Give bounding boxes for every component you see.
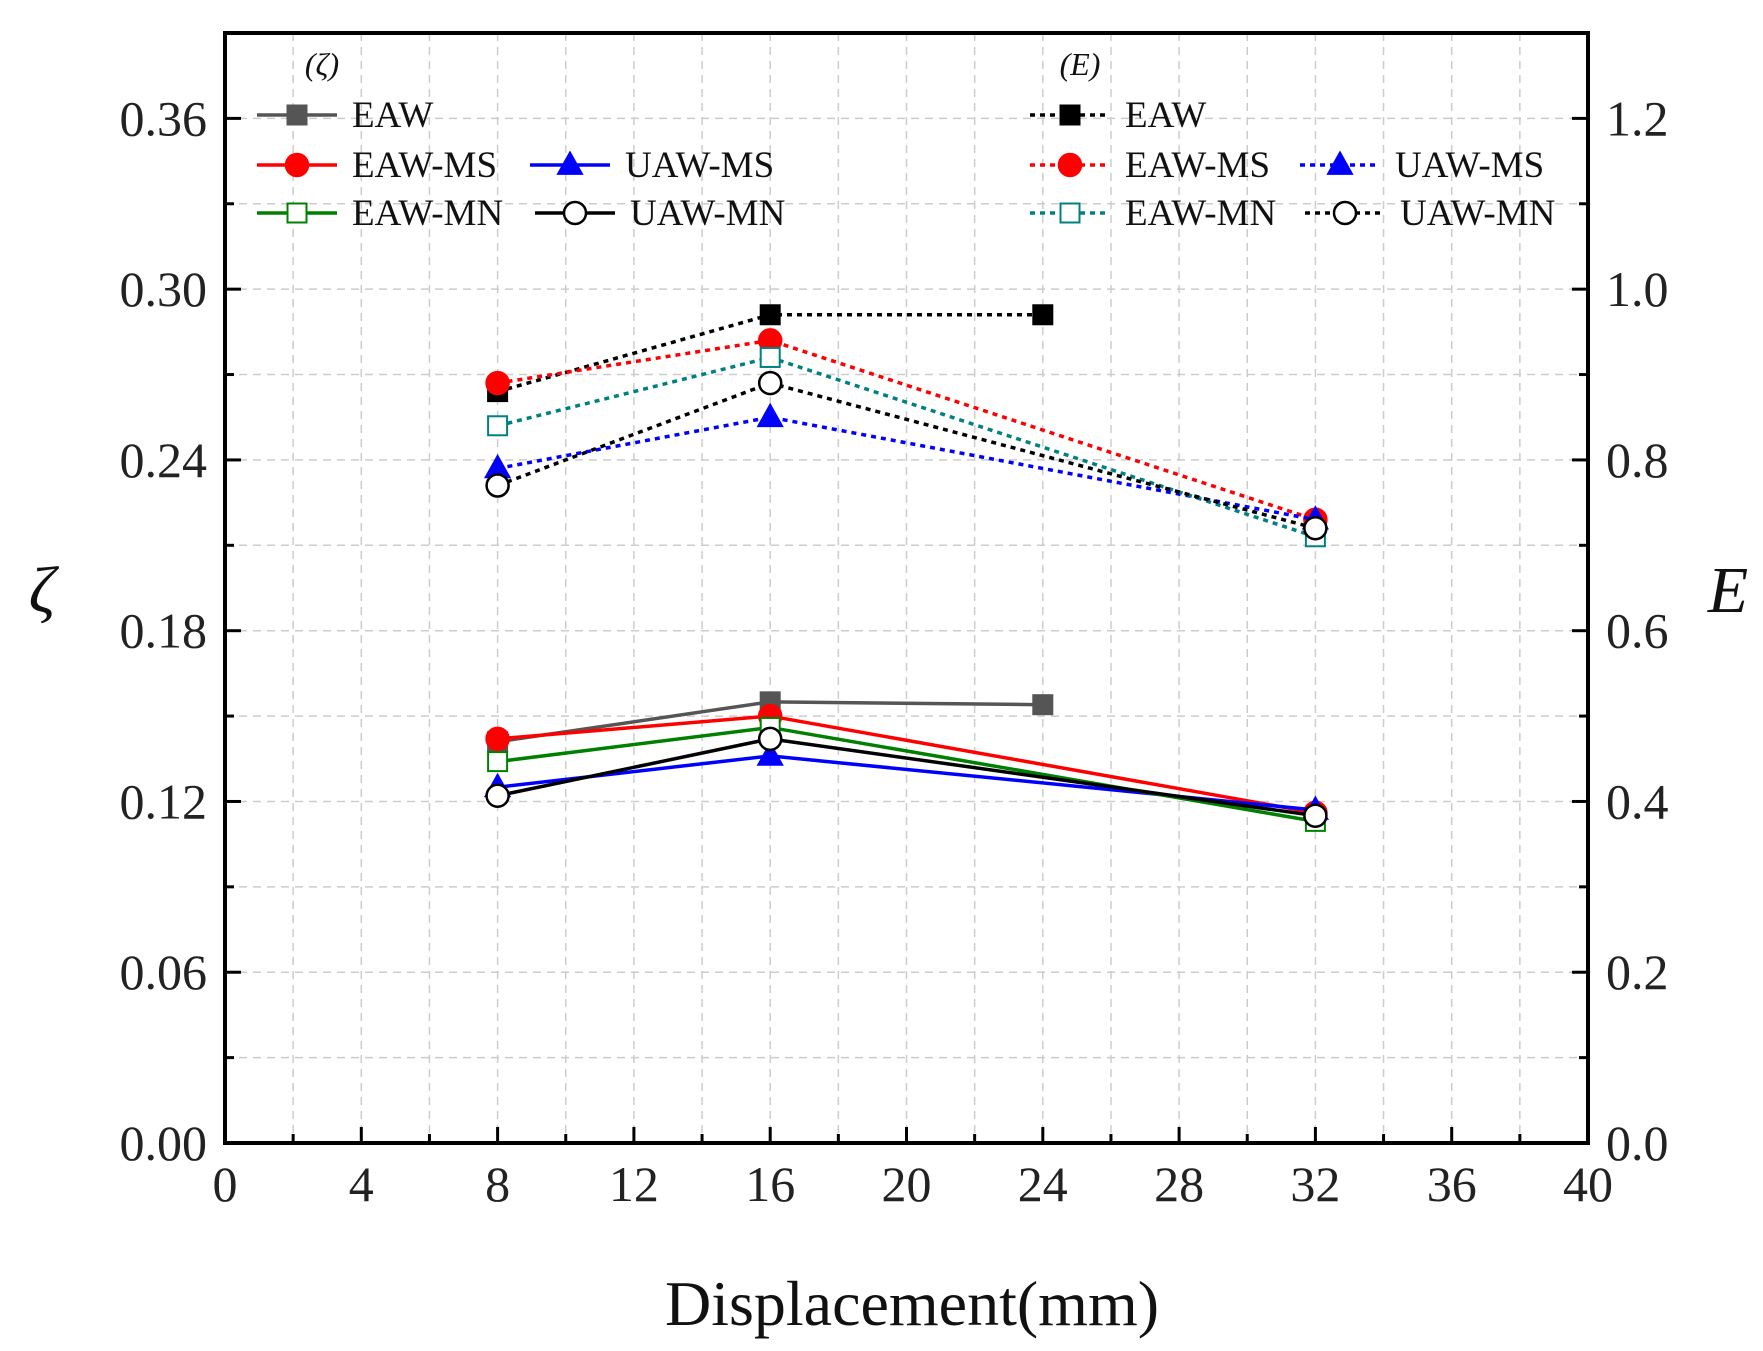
legend-item: EAW-MS <box>1030 145 1270 186</box>
series-left-uaw-mn <box>485 726 1328 828</box>
legend-right-title: (E) <box>1060 46 1101 82</box>
legend-item: UAW-MN <box>535 193 785 234</box>
x-tick-label: 36 <box>1427 1156 1477 1212</box>
legend-label: EAW-MN <box>1125 193 1276 234</box>
legend-marker <box>1059 202 1081 224</box>
legend-marker <box>1059 104 1081 126</box>
grid <box>225 33 1588 1143</box>
y-right-tick-label: 0.0 <box>1606 1115 1669 1171</box>
legend-marker <box>1332 200 1358 226</box>
data-point <box>757 370 783 396</box>
legend-marker <box>556 150 584 175</box>
legend-label: UAW-MN <box>1400 193 1555 234</box>
data-point <box>485 783 510 809</box>
legend-marker <box>562 200 588 226</box>
y-left-tick-label: 0.30 <box>120 261 208 317</box>
y-left-tick-label: 0.00 <box>120 1115 208 1171</box>
legend-label: EAW <box>1125 95 1206 136</box>
x-tick-label: 0 <box>213 1156 238 1212</box>
x-tick-label: 32 <box>1290 1156 1340 1212</box>
y-right-tick-label: 1.0 <box>1606 261 1669 317</box>
data-point <box>485 726 510 752</box>
y-left-tick-label: 0.06 <box>120 944 208 1000</box>
y-left-tick-label: 0.12 <box>120 773 208 829</box>
legend-label: UAW-MS <box>1395 145 1544 186</box>
x-axis-title: Displacement(mm) <box>665 1268 1159 1339</box>
y-right-tick-label: 1.2 <box>1606 90 1669 146</box>
legend-label: EAW-MS <box>1125 145 1270 186</box>
legend-item: UAW-MS <box>530 145 774 186</box>
y-left-tick-label: 0.24 <box>120 432 208 488</box>
legend-item: EAW-MN <box>1030 193 1276 234</box>
axis-ticks <box>223 31 1590 1145</box>
series-layer <box>483 304 1330 832</box>
legend-label: UAW-MN <box>630 193 785 234</box>
series-right-uaw-mn <box>485 370 1328 541</box>
x-tick-label: 8 <box>485 1156 510 1212</box>
legend-item: EAW-MN <box>257 193 503 234</box>
x-tick-label: 12 <box>609 1156 659 1212</box>
y-right-axis-title: E <box>1707 554 1748 627</box>
legend-item: UAW-MS <box>1300 145 1544 186</box>
data-point <box>487 415 509 437</box>
legend-left-title: (ζ) <box>305 46 339 82</box>
legend-marker <box>286 104 308 126</box>
legend-label: EAW <box>352 95 433 136</box>
x-tick-label: 40 <box>1563 1156 1613 1212</box>
legend-marker <box>284 152 310 178</box>
legend-marker <box>1326 150 1354 175</box>
legend-label: UAW-MS <box>625 145 774 186</box>
data-point <box>487 751 509 773</box>
data-point <box>485 473 510 498</box>
y-right-tick-label: 0.4 <box>1606 773 1669 829</box>
x-tick-label: 20 <box>882 1156 932 1212</box>
y-right-tick-labels: 0.0 0.2 0.4 0.6 0.8 1.0 1.2 <box>1606 90 1669 1171</box>
data-point <box>1303 803 1328 828</box>
y-right-tick-label: 0.6 <box>1606 603 1669 659</box>
y-right-tick-label: 0.2 <box>1606 944 1669 1000</box>
series-line <box>497 415 1316 522</box>
data-point <box>1303 515 1328 541</box>
legend-item: EAW <box>1030 95 1206 136</box>
data-point <box>756 402 784 428</box>
y-left-tick-label: 0.36 <box>120 90 208 146</box>
legend: EAW EAW-MS UAW-MS EAW-MN UAW-MN EAW EAW-MS UAW-… <box>257 95 1555 234</box>
data-point <box>485 370 510 396</box>
series-right-eaw <box>487 304 1054 403</box>
series-line <box>497 338 1316 522</box>
legend-label: EAW-MN <box>352 193 503 234</box>
x-tick-labels: 0 4 8 12 16 20 24 28 32 36 40 <box>213 1156 1614 1212</box>
legend-marker <box>1057 152 1083 178</box>
x-tick-label: 16 <box>745 1156 795 1212</box>
data-point <box>756 741 784 766</box>
y-left-axis-title: ζ <box>29 554 60 627</box>
data-point <box>1032 694 1054 716</box>
legend-marker <box>286 202 308 224</box>
data-point <box>757 726 783 752</box>
x-tick-label: 4 <box>349 1156 374 1212</box>
data-point <box>759 304 781 326</box>
data-point <box>759 346 781 368</box>
y-left-tick-label: 0.18 <box>120 603 208 659</box>
x-tick-label: 28 <box>1154 1156 1204 1212</box>
x-tick-label: 24 <box>1018 1156 1068 1212</box>
legend-item: UAW-MN <box>1305 193 1555 234</box>
y-right-tick-label: 0.8 <box>1606 432 1669 488</box>
legend-item: EAW <box>257 95 433 136</box>
data-point <box>1032 304 1054 326</box>
legend-item: EAW-MS <box>257 145 497 186</box>
y-left-tick-labels: 0.00 0.06 0.12 0.18 0.24 0.30 0.36 <box>120 90 208 1171</box>
legend-label: EAW-MS <box>352 145 497 186</box>
